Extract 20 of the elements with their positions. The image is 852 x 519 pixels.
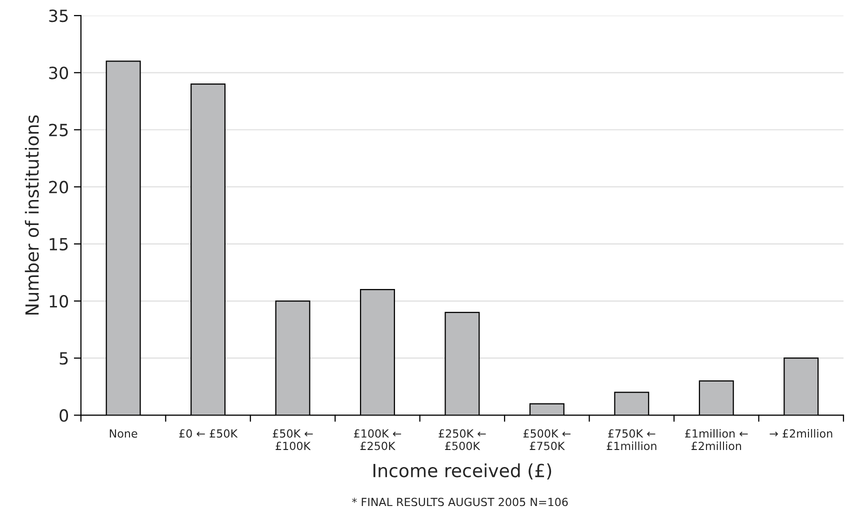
y-tick-label: 0 [60,409,68,422]
y-tick-label: 15 [50,238,68,250]
x-tick-label: None [110,429,138,438]
text: * FINAL RESULTS AUGUST 2005 N=106 [352,498,568,506]
y-tick-label: 35 [49,10,68,22]
x-axis-title: Income received (£) [374,463,552,480]
y-tick-label: 30 [49,66,68,80]
x-tick-label: £250K ← £500K [438,429,486,450]
x-tick-label: £50K ← £100K [272,429,313,450]
y-tick-label: 10 [50,294,68,308]
x-tick-label: £500K ← £750K [523,429,571,450]
x-tick-label: £1million ← £2million [685,429,748,450]
x-tick-label: £100K ← £250K [354,429,402,450]
x-tick-label: £0 ← £50K [179,429,238,438]
x-tick-label: £750K ← £1million [606,429,656,450]
x-tick-label: → £2million [770,429,832,438]
y-axis-title: Number of institutions [24,115,39,315]
y-tick-label: 20 [49,180,68,194]
y-tick-label: 5 [60,352,68,365]
y-tick-label: 25 [49,124,68,136]
